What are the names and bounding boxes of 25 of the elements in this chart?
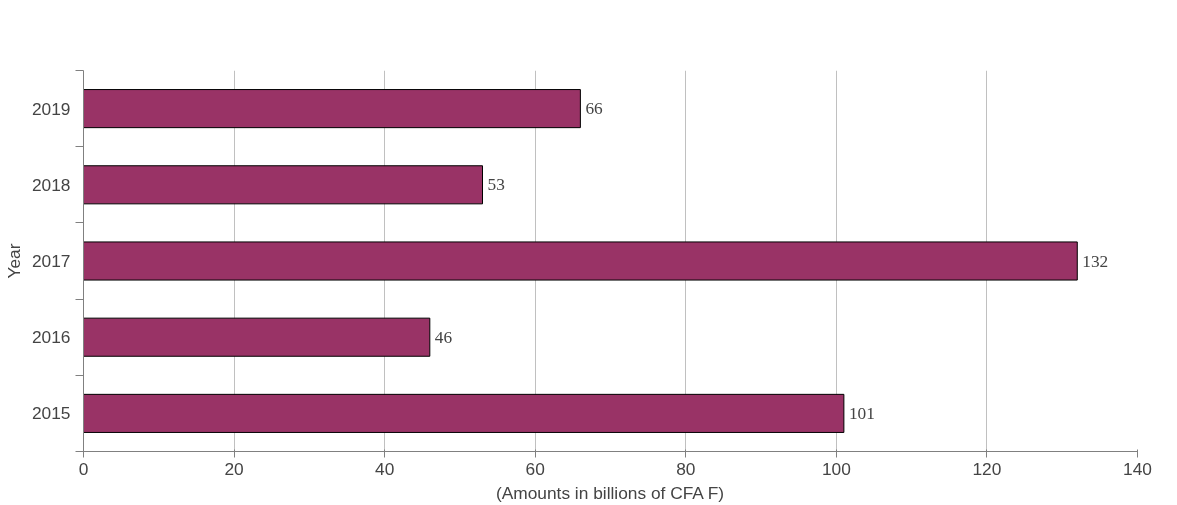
data-label: 66 (585, 99, 604, 119)
y-tick-label: 2019 (31, 98, 71, 119)
data-label: 132 (1082, 251, 1109, 271)
x-tick-label: 20 (224, 458, 244, 479)
x-tick-label: 140 (1123, 458, 1152, 479)
x-tick-label: 0 (78, 458, 89, 479)
bar (83, 241, 1078, 281)
x-tick-label: 120 (972, 458, 1002, 479)
x-tick-label: 100 (821, 458, 851, 479)
y-tick-label: 2017 (31, 251, 71, 271)
y-axis-title: Year (3, 243, 24, 279)
data-label: 101 (848, 403, 875, 423)
y-tick-label: 2018 (31, 174, 71, 195)
x-axis-title: (Amounts in billions of CFA F) (495, 482, 725, 503)
x-tick-label: 80 (676, 458, 696, 479)
y-tick-label: 2015 (31, 403, 71, 424)
bar (83, 89, 581, 129)
x-tick-label: 60 (525, 458, 545, 479)
data-label: 46 (434, 327, 453, 347)
bar (83, 317, 431, 357)
y-tick-label: 2016 (31, 327, 71, 348)
bar (83, 165, 484, 205)
data-label: 53 (487, 175, 505, 195)
bar (83, 393, 845, 433)
x-tick-label: 40 (375, 458, 395, 479)
